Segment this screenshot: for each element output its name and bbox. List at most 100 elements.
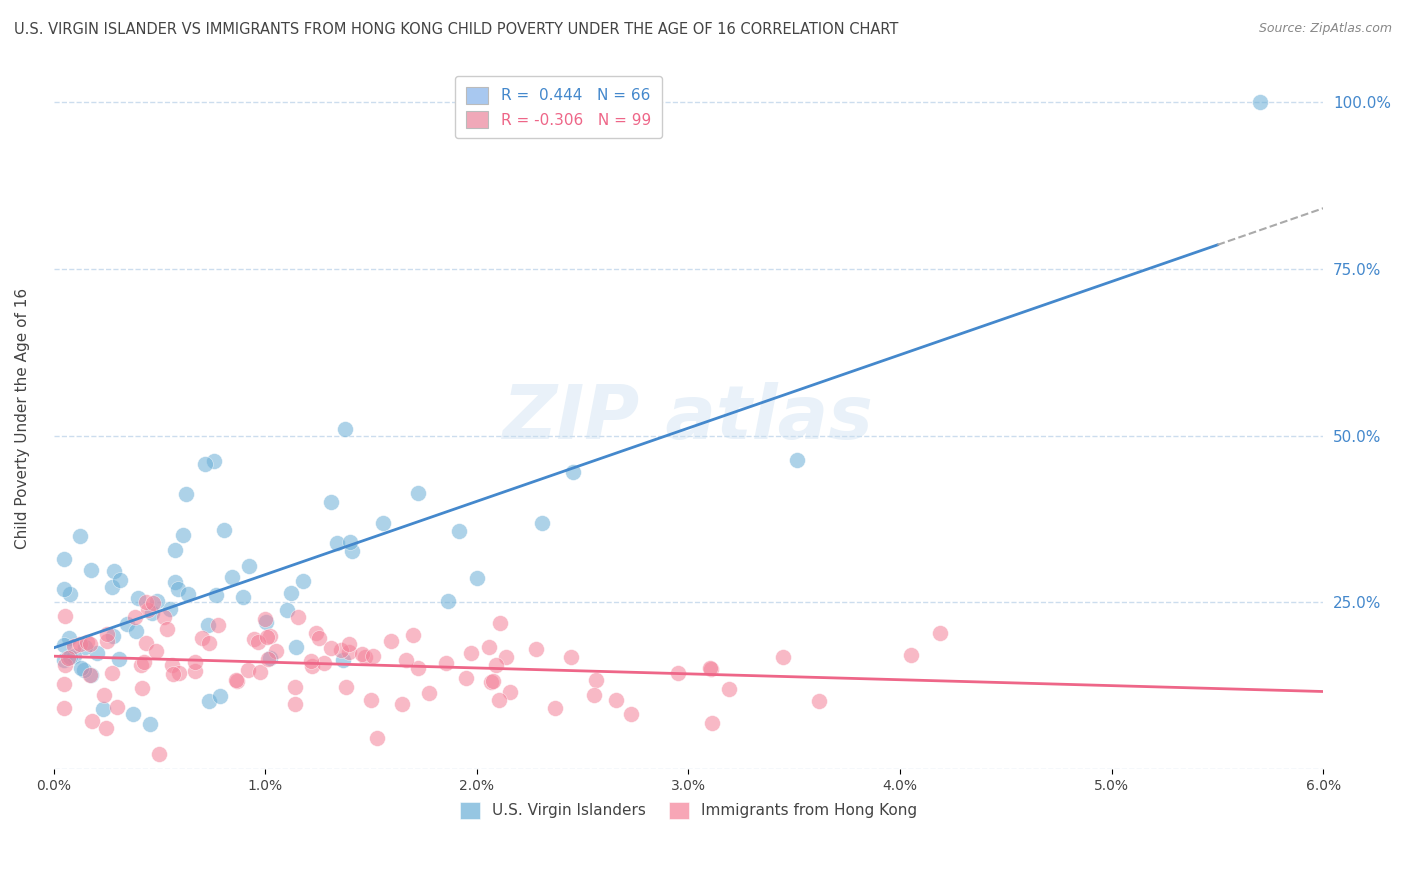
Point (333, 422, 356, 436)
Point (264, 644, 287, 658)
Point (183, 665, 205, 679)
Point (326, 536, 349, 550)
Point (148, 747, 170, 761)
Point (58, 631, 80, 645)
Point (142, 596, 165, 610)
Point (107, 651, 129, 665)
Point (259, 651, 281, 665)
Point (135, 636, 157, 650)
Point (191, 632, 214, 646)
Point (76, 635, 98, 649)
Point (305, 625, 328, 640)
Point (488, 692, 510, 706)
Point (329, 643, 352, 657)
Point (280, 586, 302, 600)
Point (700, 715, 723, 730)
Point (360, 692, 382, 706)
Point (478, 640, 501, 655)
Text: ZIP atlas: ZIP atlas (503, 383, 875, 456)
Point (209, 689, 232, 703)
Point (69, 529, 91, 543)
Point (174, 487, 197, 501)
Point (499, 684, 522, 698)
Point (489, 615, 512, 630)
Point (139, 716, 162, 731)
Point (225, 673, 247, 688)
Point (928, 625, 950, 640)
Point (301, 659, 323, 673)
Point (53, 552, 76, 566)
Point (249, 665, 271, 680)
Point (221, 569, 243, 583)
Point (141, 606, 163, 620)
Point (257, 652, 280, 666)
Point (129, 658, 152, 673)
Point (172, 528, 194, 542)
Point (238, 559, 260, 574)
Point (177, 586, 200, 600)
Y-axis label: Child Poverty Under the Age of 16: Child Poverty Under the Age of 16 (15, 288, 30, 549)
Text: Source: ZipAtlas.com: Source: ZipAtlas.com (1258, 22, 1392, 36)
Point (94, 721, 117, 735)
Point (259, 629, 281, 643)
Point (395, 652, 418, 666)
Point (337, 645, 360, 659)
Point (79, 668, 101, 682)
Point (225, 673, 247, 687)
Point (236, 663, 259, 677)
Point (434, 656, 457, 670)
Point (101, 665, 124, 680)
Point (134, 655, 156, 669)
Point (53, 657, 76, 672)
Point (107, 699, 129, 714)
Point (560, 650, 582, 665)
Point (342, 544, 364, 558)
Point (900, 648, 922, 662)
Point (284, 640, 307, 654)
Point (256, 630, 278, 644)
Point (53, 638, 76, 652)
Point (772, 649, 794, 664)
Point (145, 644, 167, 658)
Point (93, 689, 115, 703)
Point (198, 635, 221, 649)
Point (159, 602, 181, 616)
Point (80, 563, 103, 577)
Point (254, 615, 277, 629)
Point (136, 603, 159, 617)
Point (53, 582, 76, 596)
Point (585, 673, 607, 688)
Point (152, 610, 174, 624)
Point (167, 665, 190, 680)
Point (73, 640, 96, 654)
Point (561, 465, 583, 479)
Point (246, 635, 269, 649)
Point (160, 657, 183, 672)
Point (312, 656, 335, 670)
Point (485, 658, 508, 673)
Point (335, 681, 357, 695)
Point (73, 663, 96, 677)
Point (202, 454, 225, 468)
Point (418, 686, 440, 700)
Point (531, 516, 554, 531)
Point (101, 580, 124, 594)
Point (807, 694, 830, 708)
Point (80, 668, 103, 682)
Point (408, 661, 430, 675)
Point (380, 634, 402, 648)
Point (292, 574, 315, 589)
Point (124, 624, 146, 638)
Point (96, 634, 118, 648)
Point (361, 649, 384, 664)
Point (666, 665, 689, 680)
Point (243, 632, 266, 647)
Point (308, 632, 330, 646)
Point (162, 667, 184, 681)
Point (101, 629, 124, 643)
Point (319, 640, 342, 655)
Point (58, 651, 80, 665)
Point (366, 731, 388, 745)
Point (495, 649, 517, 664)
Point (79, 637, 101, 651)
